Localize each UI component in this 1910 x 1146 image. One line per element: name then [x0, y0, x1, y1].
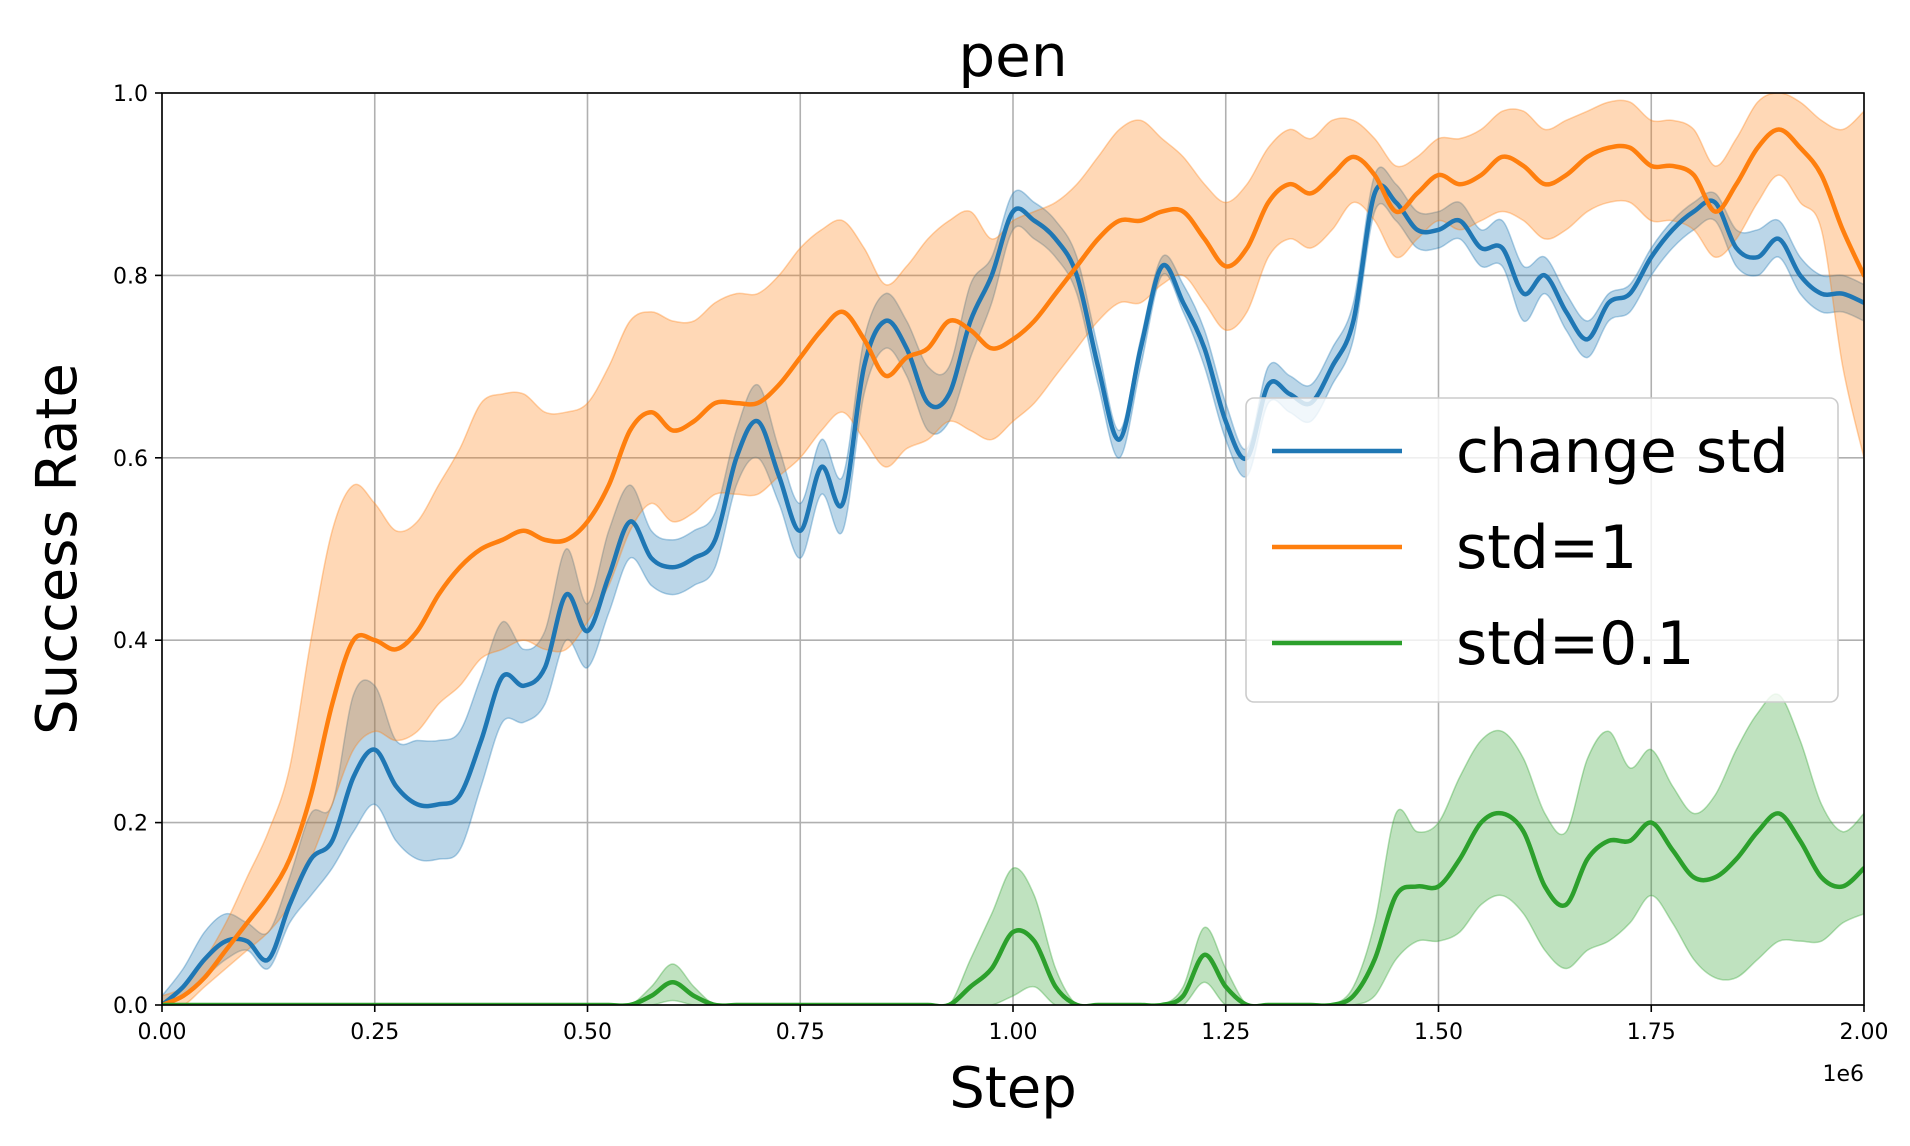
x-tick-label: 2.00 — [1840, 1020, 1889, 1045]
axis-ticks: 0.00 0.25 0.50 0.75 1.00 1.25 1.50 1.75 2.00 0.0 0… — [113, 82, 1888, 1045]
x-tick-label: 1.25 — [1201, 1020, 1250, 1045]
x-tick-label: 1.50 — [1414, 1020, 1463, 1045]
y-tick-label: 1.0 — [113, 82, 148, 107]
legend-label: change std — [1456, 417, 1789, 487]
y-tick-label: 0.8 — [113, 264, 148, 289]
legend: change std std=1 std=0.1 — [1245, 397, 1839, 703]
x-tick-label: 1.00 — [989, 1020, 1038, 1045]
band-std-0-1 — [162, 693, 1864, 1005]
y-tick-label: 0.0 — [113, 994, 148, 1019]
x-tick-label: 0.50 — [563, 1020, 612, 1045]
y-tick-label: 0.6 — [113, 447, 148, 472]
chart-title: pen — [958, 22, 1067, 90]
y-tick-label: 0.2 — [113, 812, 148, 837]
x-tick-label: 0.25 — [350, 1020, 399, 1045]
band-change-std — [162, 166, 1864, 1005]
x-axis-label: Step — [949, 1056, 1077, 1121]
legend-label: std=1 — [1456, 513, 1637, 583]
series-lines — [162, 127, 1864, 1005]
x-tick-label: 0.75 — [776, 1020, 825, 1045]
legend-label: std=0.1 — [1456, 609, 1695, 679]
y-axis-label: Success Rate — [25, 363, 90, 735]
series-line-std-1 — [162, 127, 1864, 1005]
series-line-std-0-1 — [162, 810, 1864, 1005]
series-line-change-std — [162, 183, 1864, 1005]
x-axis-multiplier: 1e6 — [1822, 1062, 1864, 1087]
x-tick-label: 0.00 — [138, 1020, 187, 1045]
band-std-1 — [162, 93, 1864, 1005]
legend-box — [1245, 397, 1839, 703]
x-tick-label: 1.75 — [1627, 1020, 1676, 1045]
confidence-bands — [162, 93, 1864, 1005]
y-tick-label: 0.4 — [113, 629, 148, 654]
